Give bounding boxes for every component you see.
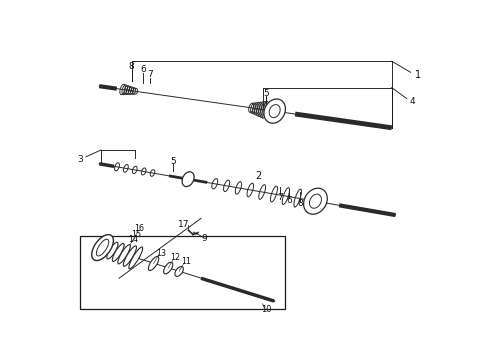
Ellipse shape [310, 194, 321, 208]
Ellipse shape [101, 241, 112, 257]
Text: 7: 7 [277, 193, 282, 202]
Text: 12: 12 [170, 253, 180, 262]
Text: 5: 5 [171, 157, 176, 166]
Ellipse shape [118, 245, 130, 264]
Text: 8: 8 [129, 62, 134, 71]
Text: 9: 9 [201, 234, 207, 243]
Text: 3: 3 [77, 154, 83, 163]
Text: 11: 11 [181, 257, 191, 266]
Ellipse shape [123, 246, 137, 266]
Ellipse shape [304, 188, 327, 214]
Ellipse shape [92, 235, 113, 261]
Text: 8: 8 [297, 199, 303, 208]
Text: 13: 13 [156, 249, 166, 258]
Text: 15: 15 [131, 230, 142, 239]
Ellipse shape [148, 256, 159, 271]
Text: 7: 7 [147, 70, 153, 79]
Ellipse shape [97, 239, 109, 256]
Text: 14: 14 [128, 235, 138, 244]
Ellipse shape [269, 105, 280, 118]
Ellipse shape [107, 242, 118, 259]
Text: 1: 1 [415, 70, 421, 80]
Ellipse shape [112, 243, 124, 261]
Text: 4: 4 [410, 97, 416, 106]
Ellipse shape [129, 247, 143, 269]
Text: 10: 10 [261, 305, 271, 314]
Ellipse shape [175, 266, 183, 276]
Text: 17: 17 [178, 220, 190, 229]
Ellipse shape [182, 172, 194, 186]
Text: 2: 2 [256, 171, 262, 181]
Text: 5: 5 [264, 89, 269, 98]
Text: 6: 6 [140, 65, 146, 74]
Text: 16: 16 [134, 224, 145, 233]
Ellipse shape [164, 262, 173, 274]
Bar [80, 236, 285, 309]
Ellipse shape [96, 240, 106, 254]
Ellipse shape [264, 99, 285, 123]
Text: 6: 6 [286, 196, 292, 205]
